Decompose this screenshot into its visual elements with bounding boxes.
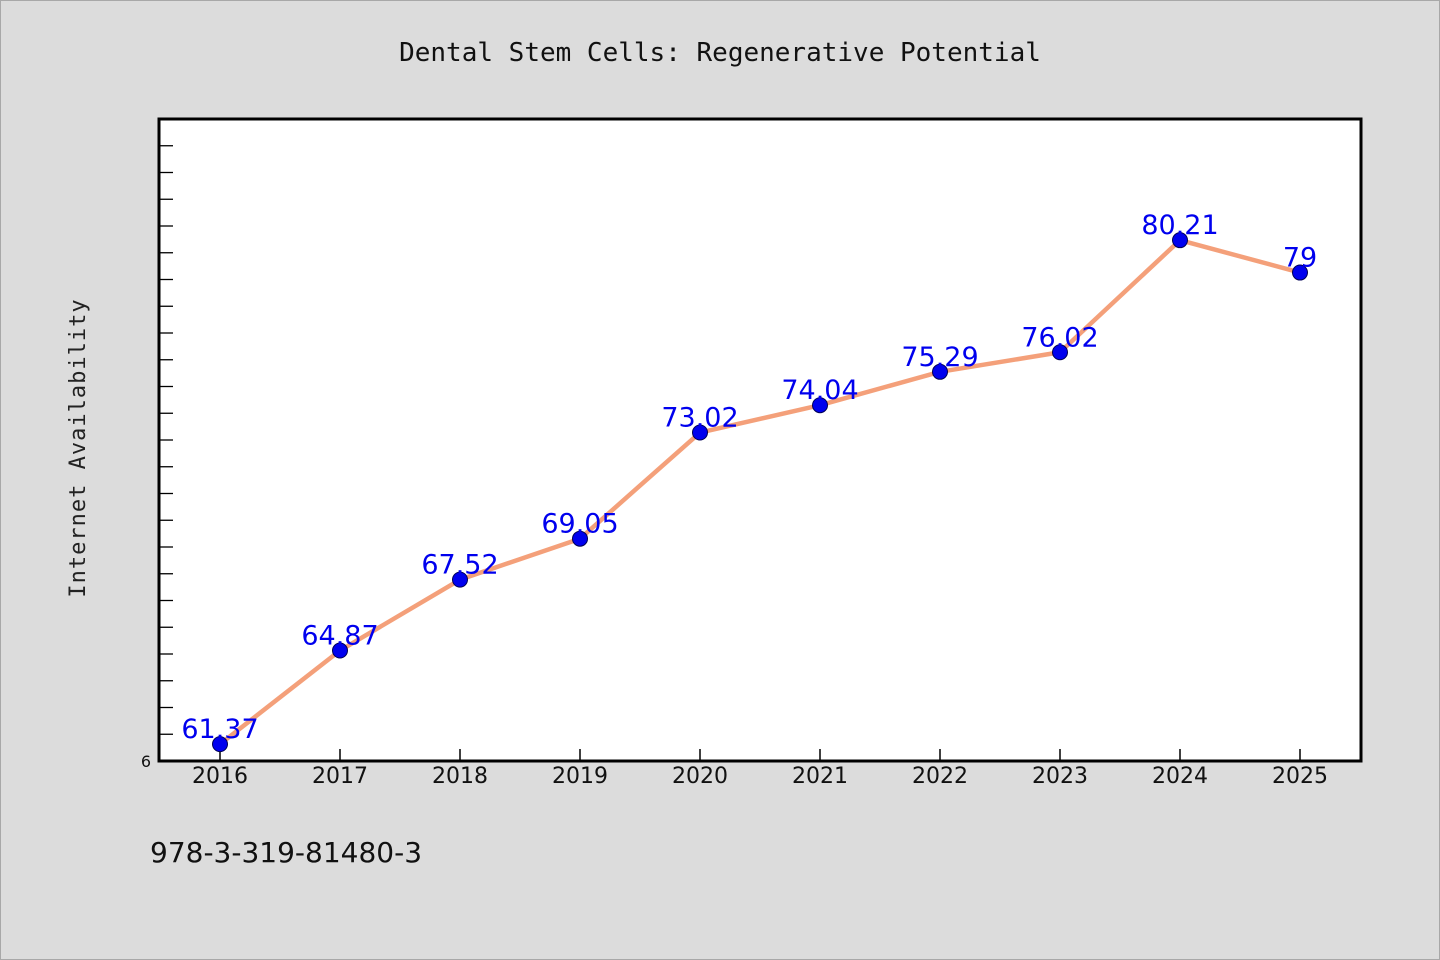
plot-area	[157, 117, 1363, 763]
x-tick-label: 2024	[1152, 764, 1208, 789]
x-tick-label: 2016	[192, 764, 248, 789]
data-label: 74.04	[781, 375, 858, 406]
data-point	[452, 571, 468, 588]
y-axis-ticks: 6	[141, 145, 173, 771]
x-axis-ticks: 2016 2017 2018 2019 2020 2021 2022 2023 2024 2025	[192, 749, 1328, 789]
data-point	[1172, 232, 1188, 249]
data-label: 75.29	[901, 342, 978, 373]
data-point	[812, 397, 828, 414]
data-label: 67.52	[421, 550, 498, 581]
data-point	[932, 363, 948, 380]
data-point	[1292, 264, 1308, 281]
x-tick-label: 2025	[1272, 764, 1328, 789]
data-label: 80.21	[1141, 210, 1218, 241]
data-label: 69.05	[541, 509, 618, 540]
chart-title: Dental Stem Cells: Regenerative Potentia…	[399, 38, 1041, 68]
x-tick-label: 2021	[792, 764, 848, 789]
x-tick-label: 2017	[312, 764, 368, 789]
data-point	[572, 530, 588, 547]
data-label: 76.02	[1021, 322, 1098, 353]
x-tick-label: 2020	[672, 764, 728, 789]
x-tick-label: 2019	[552, 764, 608, 789]
y-tick-label: 6	[141, 752, 151, 771]
x-tick-label: 2022	[912, 764, 968, 789]
data-label: 61.37	[181, 714, 258, 745]
footer-code: 978-3-319-81480-3	[150, 836, 423, 869]
x-tick-label: 2018	[432, 764, 488, 789]
data-point	[692, 424, 708, 441]
series-layer	[217, 237, 1303, 747]
marker-layer	[212, 232, 1308, 753]
series-line	[217, 237, 1303, 747]
data-point	[1052, 344, 1068, 361]
data-label: 79	[1283, 243, 1317, 274]
data-point	[212, 736, 228, 753]
data-label: 64.87	[301, 621, 378, 652]
y-axis-label: Internet Availability	[66, 298, 91, 597]
data-label-layer: 61.37 64.87 67.52 69.05 73.02 74.04 75.29 76.02…	[181, 210, 1317, 745]
data-point	[332, 642, 348, 659]
x-tick-label: 2023	[1032, 764, 1088, 789]
data-label: 73.02	[661, 403, 738, 434]
